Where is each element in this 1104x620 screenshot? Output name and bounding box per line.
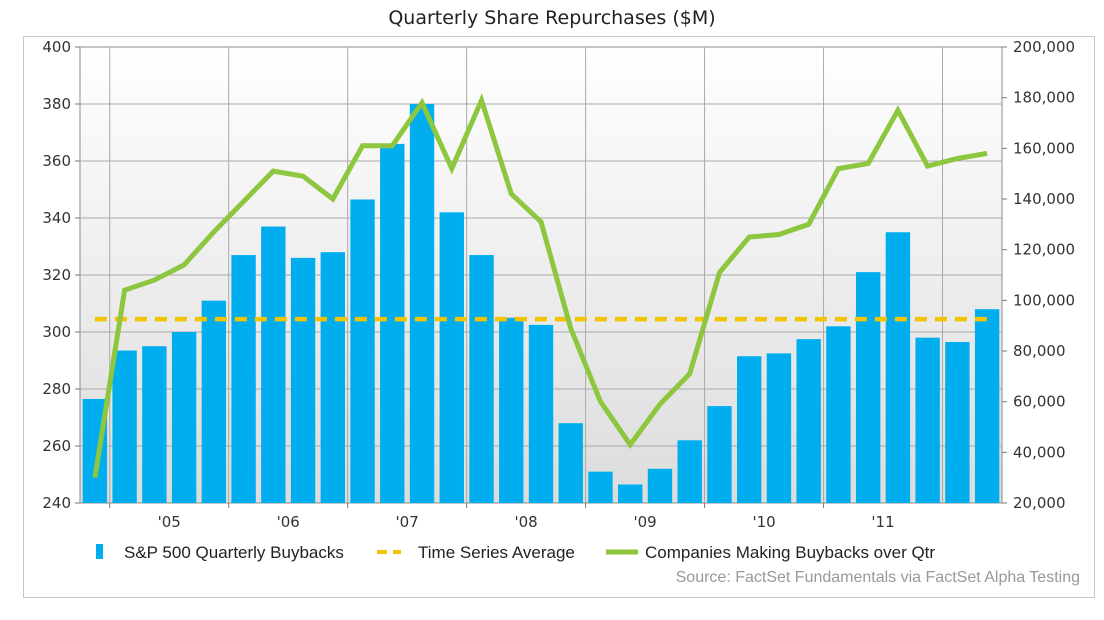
- y2-tick-label: 80,000: [1013, 342, 1066, 360]
- y2-tick-label: 120,000: [1013, 241, 1075, 259]
- x-tick-label: '05: [158, 513, 181, 531]
- x-tick-label: '06: [277, 513, 300, 531]
- chart-title: Quarterly Share Repurchases ($M): [388, 7, 716, 29]
- bar-buybacks: [974, 309, 1000, 503]
- bar-buybacks: [142, 346, 167, 503]
- bar-buybacks: [588, 471, 613, 503]
- bar-buybacks: [647, 468, 673, 503]
- y-tick-label: 360: [42, 152, 71, 170]
- bar-buybacks: [201, 300, 227, 503]
- bar-buybacks: [171, 332, 197, 503]
- bar-buybacks: [380, 143, 405, 503]
- y2-tick-label: 40,000: [1013, 443, 1066, 461]
- legend-label-buybacks: S&P 500 Quarterly Buybacks: [124, 543, 344, 562]
- bar-buybacks: [439, 212, 464, 504]
- y2-tick-label: 180,000: [1013, 89, 1075, 107]
- bar-buybacks: [736, 356, 762, 503]
- bar-buybacks: [290, 257, 316, 503]
- bar-buybacks: [677, 440, 702, 503]
- bar-buybacks: [112, 350, 137, 503]
- y2-tick-label: 200,000: [1013, 38, 1075, 56]
- bar-buybacks: [558, 423, 583, 503]
- bar-buybacks: [766, 353, 792, 503]
- legend-label-companies: Companies Making Buybacks over Qtr: [645, 543, 935, 562]
- y2-tick-label: 100,000: [1013, 291, 1075, 309]
- y-tick-label: 340: [42, 209, 71, 227]
- bar-buybacks: [885, 232, 911, 503]
- legend-label-average: Time Series Average: [418, 543, 575, 562]
- x-tick-label: '11: [871, 513, 894, 531]
- bar-buybacks: [261, 226, 286, 504]
- bar-buybacks: [915, 337, 940, 503]
- y-tick-label: 300: [42, 323, 71, 341]
- bar-buybacks: [855, 272, 881, 503]
- bar-buybacks: [707, 406, 732, 503]
- y2-tick-label: 60,000: [1013, 393, 1066, 411]
- bar-buybacks: [499, 317, 524, 503]
- bar-buybacks: [826, 326, 851, 503]
- x-tick-label: '09: [633, 513, 656, 531]
- y-tick-label: 280: [42, 380, 71, 398]
- chart-frame: [23, 36, 1095, 598]
- bar-buybacks: [409, 104, 435, 503]
- bar-buybacks: [320, 252, 346, 503]
- y-tick-label: 400: [42, 38, 71, 56]
- bar-buybacks: [350, 199, 375, 503]
- y-tick-label: 320: [42, 266, 71, 284]
- bar-buybacks: [945, 341, 970, 503]
- legend-swatch-buybacks: [96, 544, 103, 559]
- y2-tick-label: 160,000: [1013, 139, 1075, 157]
- y2-tick-label: 20,000: [1013, 494, 1066, 512]
- bar-buybacks: [528, 324, 554, 503]
- companies-line: [92, 93, 988, 479]
- y-tick-label: 380: [42, 95, 71, 113]
- x-tick-label: '08: [515, 513, 538, 531]
- y-tick-label: 260: [42, 437, 71, 455]
- y-tick-label: 240: [42, 494, 71, 512]
- bar-buybacks: [231, 255, 256, 503]
- y2-tick-label: 140,000: [1013, 190, 1075, 208]
- bar-buybacks: [618, 484, 643, 503]
- bar-buybacks: [796, 339, 821, 503]
- x-tick-label: '10: [752, 513, 775, 531]
- source-note: Source: FactSet Fundamentals via FactSet…: [676, 569, 1080, 586]
- bar-buybacks: [469, 255, 494, 503]
- x-tick-label: '07: [396, 513, 419, 531]
